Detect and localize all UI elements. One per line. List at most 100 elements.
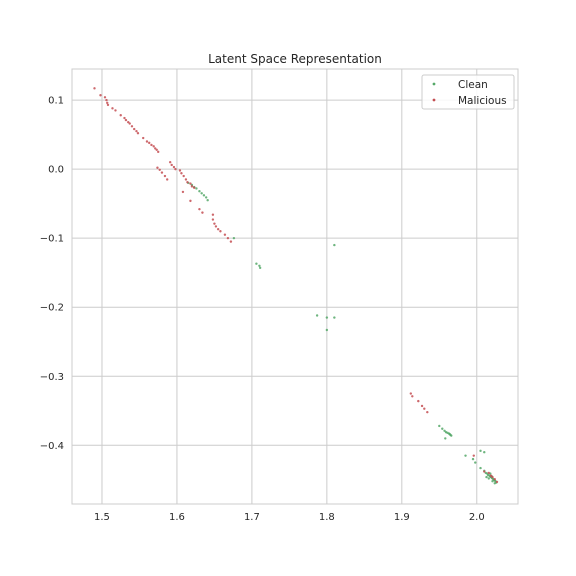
data-point: [444, 437, 447, 440]
chart-title: Latent Space Representation: [208, 52, 382, 66]
data-point: [211, 218, 215, 221]
data-point: [258, 266, 262, 270]
data-point: [150, 143, 153, 147]
data-point: [202, 194, 206, 197]
y-tick-label: −0.1: [40, 234, 64, 245]
data-point: [145, 140, 149, 143]
data-point: [155, 148, 158, 151]
data-point: [190, 185, 194, 188]
y-tick-label: 0.1: [48, 96, 64, 107]
data-point: [204, 196, 208, 199]
data-point: [333, 316, 336, 319]
data-point: [420, 404, 424, 408]
data-point: [165, 178, 169, 181]
data-point: [483, 470, 486, 473]
data-point: [211, 213, 215, 216]
data-point: [186, 181, 189, 184]
data-point: [485, 475, 488, 479]
data-point: [158, 168, 161, 172]
data-point: [438, 424, 441, 428]
data-point: [450, 434, 453, 437]
data-point: [464, 454, 467, 457]
data-point: [471, 457, 475, 461]
data-point: [479, 449, 482, 453]
data-point: [148, 141, 151, 145]
data-point: [184, 178, 188, 181]
data-point: [200, 192, 203, 195]
data-point: [128, 122, 131, 125]
data-point: [229, 240, 233, 243]
data-point: [487, 477, 490, 480]
data-point: [189, 182, 192, 185]
data-point: [216, 227, 220, 231]
y-tick-label: −0.4: [40, 441, 64, 452]
data-point: [189, 199, 192, 203]
data-point: [198, 190, 201, 193]
data-point: [182, 174, 185, 178]
x-tick-label: 1.8: [319, 512, 335, 523]
x-tick-label: 1.6: [169, 512, 185, 523]
data-point: [411, 395, 414, 398]
data-point: [417, 399, 420, 403]
data-point: [493, 482, 496, 485]
data-point: [106, 103, 110, 107]
data-point: [170, 163, 173, 167]
data-point: [130, 125, 134, 128]
data-point: [495, 480, 499, 484]
data-point: [136, 132, 140, 135]
data-point: [474, 461, 477, 464]
y-tick-label: 0.0: [48, 165, 64, 176]
legend-box: [421, 74, 515, 110]
data-point: [219, 230, 222, 233]
data-point: [163, 174, 167, 178]
data-point: [181, 190, 185, 194]
data-point: [232, 236, 236, 240]
data-point: [258, 264, 261, 267]
x-axis-ticks: 1.5 1.6 1.7 1.8 1.9 2.0: [94, 512, 485, 523]
x-tick-label: 1.5: [94, 512, 110, 523]
data-point: [255, 262, 258, 265]
grid: [72, 69, 518, 504]
data-point: [206, 198, 209, 202]
data-point: [493, 477, 496, 481]
series-malicious: [93, 87, 499, 484]
data-point: [325, 316, 329, 319]
data-point: [135, 129, 138, 133]
data-point: [105, 98, 108, 102]
data-point: [423, 407, 426, 410]
data-point: [472, 454, 475, 457]
data-point: [214, 225, 218, 228]
x-tick-label: 2.0: [469, 512, 485, 523]
data-point: [119, 114, 122, 117]
data-point: [198, 207, 201, 211]
y-axis-ticks: 0.1 0.0 −0.1 −0.2 −0.3 −0.4: [40, 96, 64, 452]
data-point: [174, 167, 177, 171]
data-point: [156, 166, 159, 169]
legend: Clean Malicious: [421, 74, 515, 110]
data-point: [487, 471, 490, 475]
data-point: [315, 314, 319, 317]
data-point: [114, 109, 117, 112]
legend-marker: [432, 82, 436, 86]
data-point: [223, 233, 227, 236]
y-tick-label: −0.3: [40, 372, 64, 383]
data-point: [226, 236, 230, 240]
legend-label: Clean: [458, 79, 488, 91]
data-point: [441, 427, 444, 430]
data-point: [172, 165, 176, 169]
data-point: [192, 186, 196, 189]
data-point: [491, 480, 494, 483]
data-point: [152, 145, 155, 148]
x-tick-label: 1.7: [244, 512, 260, 523]
data-point: [103, 96, 107, 99]
data-point: [157, 150, 160, 154]
data-point: [483, 451, 486, 454]
data-point: [409, 392, 413, 395]
data-point: [325, 328, 329, 332]
data-point: [160, 171, 164, 174]
data-point: [213, 222, 216, 225]
data-points: [93, 87, 499, 485]
data-point: [99, 94, 102, 97]
data-point: [491, 475, 494, 479]
